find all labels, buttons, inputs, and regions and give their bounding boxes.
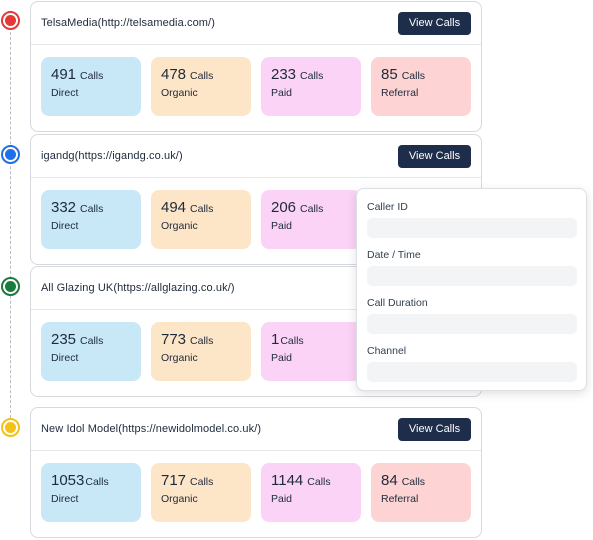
stats-row: 332 Calls Direct 494 Calls Organic 206 Call… (31, 178, 481, 249)
stat-unit: Calls (85, 476, 109, 488)
stat-organic: 494 Calls Organic (151, 190, 251, 249)
stat-label: Direct (51, 220, 79, 232)
stat-direct: 235 Calls Direct (41, 322, 141, 381)
stat-label: Paid (271, 220, 293, 232)
call-details-popup: Caller ID Date / Time Call Duration Chan… (356, 188, 587, 391)
stat-paid: 206 Calls Paid (261, 190, 361, 249)
stat-value: 85 (381, 66, 398, 83)
card-header: igandg(https://igandg.co.uk/) View Calls (31, 135, 481, 178)
stat-unit: Calls (190, 70, 214, 82)
site-title: igandg(https://igandg.co.uk/) (41, 150, 183, 162)
stat-organic: 773 Calls Organic (151, 322, 251, 381)
stat-unit: Calls (401, 70, 426, 82)
stat-label: Organic (161, 87, 198, 99)
stat-label: Organic (161, 493, 198, 505)
stat-direct: 332 Calls Direct (41, 190, 141, 249)
card-header: New Idol Model(https://newidolmodel.co.u… (31, 408, 481, 451)
stat-direct: 1053 Calls Direct (41, 463, 141, 522)
site-title: All Glazing UK(https://allglazing.co.uk/… (41, 282, 235, 294)
stats-row: 1053 Calls Direct 717 Calls Organic 1144 Ca… (31, 451, 481, 522)
stat-paid: 1 Calls Paid (261, 322, 361, 381)
stat-organic: 478 Calls Organic (151, 57, 251, 116)
account-card-telsamedia: TelsaMedia(http://telsamedia.com/) View … (30, 1, 482, 132)
stat-value: 717 (161, 472, 187, 489)
stat-value: 84 (381, 472, 398, 489)
channel-field[interactable] (367, 362, 577, 382)
stat-label: Paid (271, 352, 293, 364)
account-card-newidolmodel: New Idol Model(https://newidolmodel.co.u… (30, 407, 482, 538)
site-title: TelsaMedia(http://telsamedia.com/) (41, 17, 215, 29)
view-calls-button[interactable]: View Calls (398, 144, 471, 168)
stat-unit: Calls (190, 203, 214, 215)
stat-value: 491 (51, 66, 77, 83)
caller-id-field[interactable] (367, 218, 577, 238)
stat-label: Referral (381, 493, 419, 505)
stat-value: 773 (161, 331, 187, 348)
date-time-field[interactable] (367, 266, 577, 286)
stat-referral: 84 Calls Referral (371, 463, 471, 522)
stat-value: 478 (161, 66, 187, 83)
stat-unit: Calls (190, 335, 214, 347)
stat-value: 1053 (51, 472, 85, 489)
call-duration-field[interactable] (367, 314, 577, 334)
stat-direct: 491 Calls Direct (41, 57, 141, 116)
view-calls-button[interactable]: View Calls (398, 11, 471, 35)
stat-unit: Calls (80, 335, 104, 347)
stat-label: Paid (271, 493, 293, 505)
stat-unit: Calls (80, 203, 104, 215)
stats-row: 491 Calls Direct 478 Calls Organic 233 Call… (31, 45, 481, 116)
stat-label: Paid (271, 87, 293, 99)
caller-id-label: Caller ID (367, 201, 408, 213)
stat-value: 233 (271, 66, 297, 83)
stat-organic: 717 Calls Organic (151, 463, 251, 522)
call-duration-label: Call Duration (367, 297, 428, 309)
stat-paid: 233 Calls Paid (261, 57, 361, 116)
timeline-dot-igandg (1, 145, 20, 164)
stat-label: Organic (161, 352, 198, 364)
timeline-dot-telsamedia (1, 11, 20, 30)
stat-paid: 1144 Calls Paid (261, 463, 361, 522)
card-header: TelsaMedia(http://telsamedia.com/) View … (31, 2, 481, 45)
stat-value: 494 (161, 199, 187, 216)
stat-label: Direct (51, 493, 79, 505)
stat-value: 1 (271, 331, 280, 348)
timeline-dot-allglazing (1, 277, 20, 296)
stat-referral: 85 Calls Referral (371, 57, 471, 116)
stat-value: 332 (51, 199, 77, 216)
stat-unit: Calls (190, 476, 214, 488)
stat-label: Direct (51, 352, 79, 364)
stat-label: Direct (51, 87, 79, 99)
channel-label: Channel (367, 345, 407, 357)
date-time-label: Date / Time (367, 249, 421, 261)
stat-value: 206 (271, 199, 297, 216)
stat-unit: Calls (300, 70, 324, 82)
stat-label: Referral (381, 87, 419, 99)
view-calls-button[interactable]: View Calls (398, 417, 471, 441)
stat-value: 235 (51, 331, 77, 348)
timeline-line (10, 22, 11, 428)
stat-unit: Calls (307, 476, 331, 488)
site-title: New Idol Model(https://newidolmodel.co.u… (41, 423, 262, 435)
stat-label: Organic (161, 220, 198, 232)
timeline-dot-newidolmodel (1, 418, 20, 437)
stat-unit: Calls (300, 203, 324, 215)
stat-value: 1144 (271, 472, 304, 489)
stat-unit: Calls (280, 335, 304, 347)
stat-unit: Calls (80, 70, 104, 82)
card-header: All Glazing UK(https://allglazing.co.uk/… (31, 267, 481, 310)
stat-unit: Calls (401, 476, 426, 488)
stats-row: 235 Calls Direct 773 Calls Organic 1 Calls … (31, 310, 481, 381)
